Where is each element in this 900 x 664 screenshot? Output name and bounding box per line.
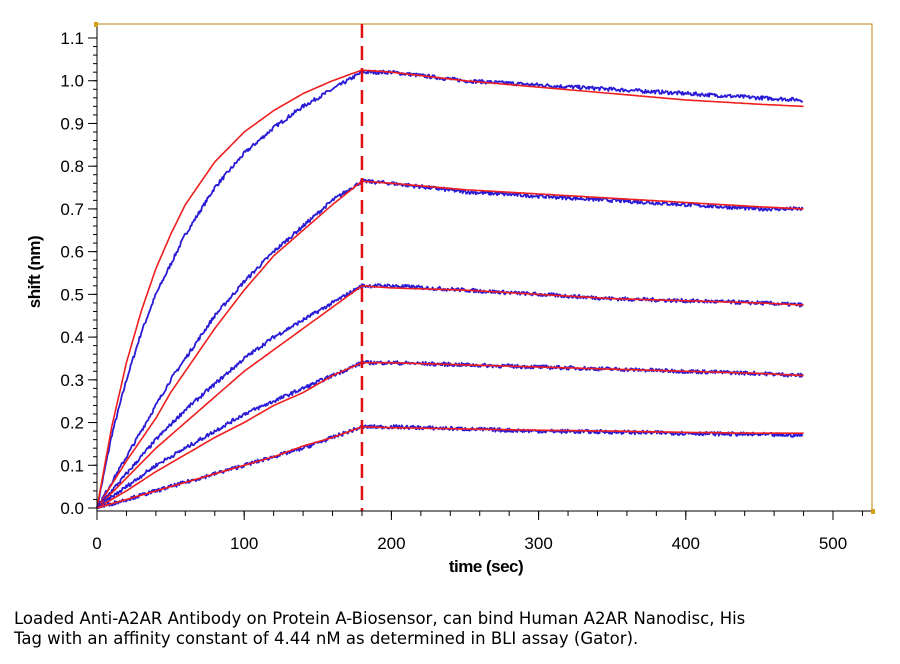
y-tick-label: 0.7 — [60, 200, 84, 219]
fit-curve — [96, 284, 804, 509]
x-tick-label: 200 — [377, 534, 405, 553]
x-tick-label: 500 — [819, 534, 847, 553]
fit-curve — [96, 425, 804, 509]
x-tick-label: 300 — [524, 534, 552, 553]
y-tick-label: 1.1 — [60, 29, 84, 48]
y-tick-label: 0.5 — [60, 285, 84, 304]
y-tick-label: 0.0 — [60, 499, 84, 518]
y-tick-label: 0.3 — [60, 371, 84, 390]
fit-curve — [96, 361, 804, 509]
y-tick-label: 0.2 — [60, 414, 84, 433]
y-axis-ticks: 0.0 0.1 0.2 0.3 0.4 0.5 0.6 0.7 0.8 0.9 1.0 1.1 — [60, 29, 97, 518]
binding-kinetics-chart: 0.0 0.1 0.2 0.3 0.4 0.5 0.6 0.7 0.8 0.9 1.0 1.1 0 10… — [25, 22, 875, 576]
y-tick-label: 0.6 — [60, 243, 84, 262]
y-tick-label: 1.0 — [60, 72, 84, 91]
y-tick-label: 0.8 — [60, 157, 84, 176]
frame-corner-mark — [94, 22, 98, 27]
y-tick-label: 0.9 — [60, 114, 84, 133]
series-layer — [96, 69, 804, 509]
x-axis-title: time (sec) — [449, 557, 523, 576]
x-tick-label: 100 — [230, 534, 258, 553]
x-tick-label: 0 — [92, 534, 101, 553]
x-tick-label: 400 — [672, 534, 700, 553]
measured-curve — [96, 178, 804, 508]
measured-curve — [96, 283, 804, 509]
fit-curve — [96, 69, 804, 509]
measured-curve — [96, 423, 804, 509]
frame-corner-mark — [871, 509, 875, 514]
fit-curve — [96, 180, 804, 509]
y-minor-ticks — [93, 37, 97, 509]
y-axis-title: shift (nm) — [25, 236, 44, 308]
y-tick-label: 0.4 — [60, 328, 84, 347]
figure-caption: Loaded Anti-A2AR Antibody on Protein A-B… — [14, 609, 746, 648]
y-tick-label: 0.1 — [60, 456, 84, 475]
x-axis-ticks: 0 100 200 300 400 500 — [92, 511, 863, 553]
